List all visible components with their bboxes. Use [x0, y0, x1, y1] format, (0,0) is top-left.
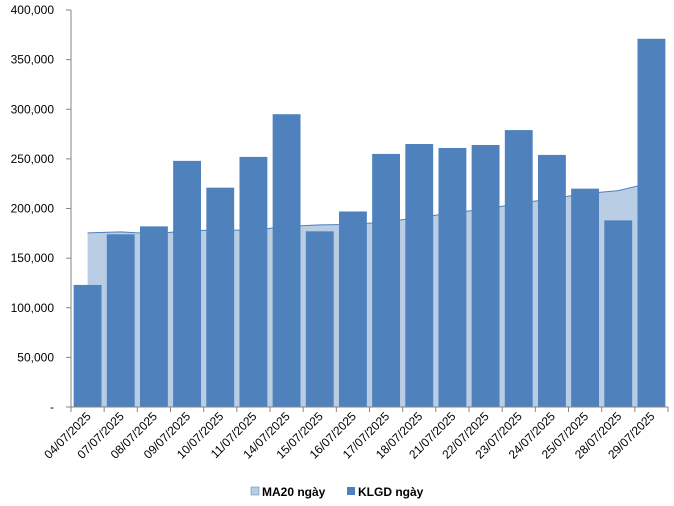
x-tick-labels: 04/07/202507/07/202508/07/202509/07/2025… [41, 409, 657, 462]
legend-swatch-ma20 [250, 486, 260, 496]
y-tick-label: 250,000 [11, 152, 55, 166]
bar-klgd [173, 160, 202, 407]
bar-klgd [338, 211, 367, 407]
bar-klgd [604, 220, 633, 407]
legend-label-ma20: MA20 ngày [262, 485, 326, 499]
ma20-area [87, 182, 652, 407]
legend-swatch-klgd [347, 487, 355, 495]
y-tick-label: 300,000 [11, 102, 55, 116]
bar-klgd [239, 156, 268, 407]
y-tick-label: 200,000 [11, 202, 55, 216]
bar-klgd [206, 187, 235, 407]
ma20-area-layer [87, 182, 652, 407]
y-tick-label: 400,000 [11, 3, 55, 17]
bar-klgd [537, 154, 566, 407]
bar-klgd [73, 284, 102, 407]
y-tick-label: - [50, 400, 54, 414]
bar-klgd [305, 231, 334, 407]
bar-klgd [139, 226, 168, 407]
bar-klgd [438, 147, 467, 407]
legend: MA20 ngày KLGD ngày [250, 485, 424, 499]
bar-klgd [637, 38, 666, 407]
y-tick-label: 100,000 [11, 301, 55, 315]
y-tick-label: 350,000 [11, 53, 55, 67]
klgd-bar-layer [73, 38, 666, 408]
y-tick-labels: - 50,000 100,000 150,000 200,000 250,000 300,0… [11, 3, 55, 414]
axes [66, 9, 669, 412]
bar-klgd [372, 153, 401, 407]
legend-label-klgd: KLGD ngày [358, 485, 424, 499]
bar-klgd [106, 234, 135, 407]
bar-klgd [272, 114, 301, 408]
y-tick-label: 50,000 [17, 350, 54, 364]
bar-klgd [405, 143, 434, 408]
bar-klgd [571, 188, 600, 407]
y-tick-label: 150,000 [11, 251, 55, 265]
bar-klgd [504, 130, 533, 407]
bar-klgd [471, 144, 500, 408]
